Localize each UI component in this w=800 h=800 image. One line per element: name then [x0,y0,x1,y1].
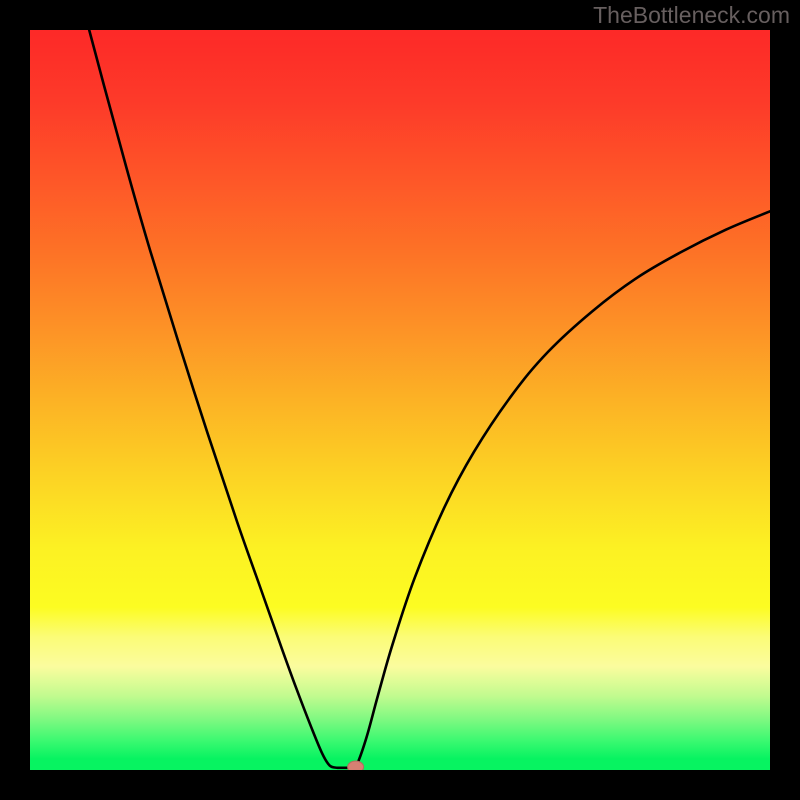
gradient-background [30,30,770,770]
bottleneck-chart [0,0,800,800]
chart-container: TheBottleneck.com [0,0,800,800]
attribution-label: TheBottleneck.com [593,2,790,29]
